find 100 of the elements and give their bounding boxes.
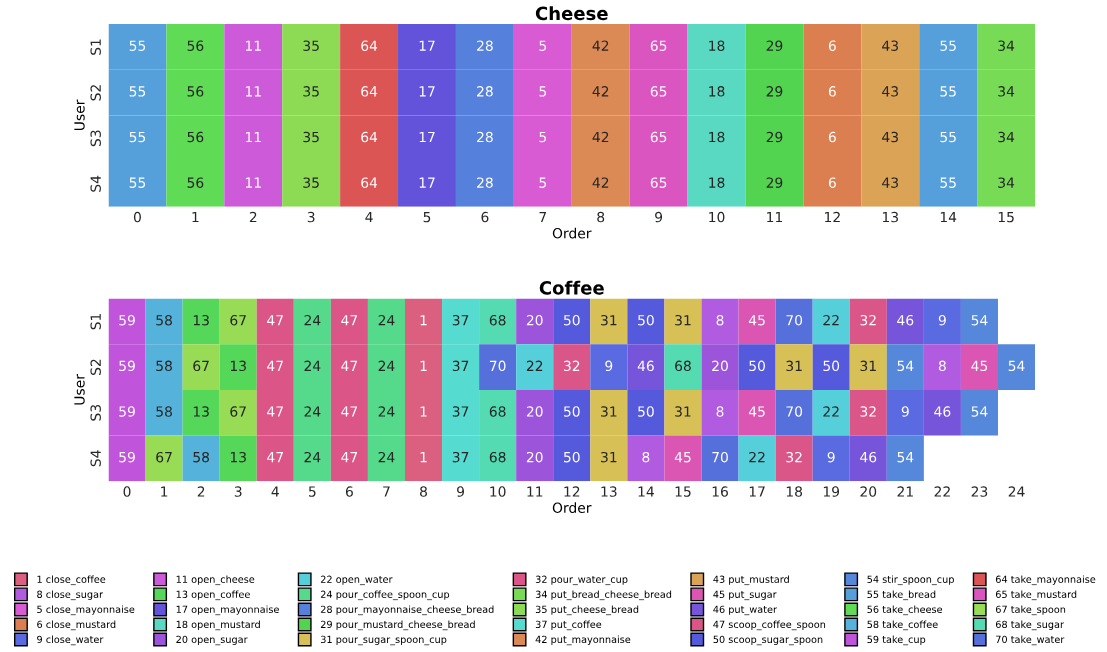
legend-label: 35 put_cheese_bread [535, 605, 639, 616]
data-label: 56 [187, 40, 204, 51]
x-tick-label: 23 [971, 486, 988, 497]
data-label: 34 [998, 86, 1015, 97]
data-label: 55 [940, 40, 956, 51]
data-label: 13 [230, 451, 246, 463]
data-label: 42 [592, 131, 609, 143]
data-label: 5 [539, 40, 547, 51]
data-label: 56 [187, 177, 204, 188]
data-label: 8 [642, 451, 650, 463]
chart-title: Cheese [535, 6, 608, 21]
data-label: 17 [419, 86, 435, 97]
x-tick-label: 15 [998, 211, 1014, 223]
data-label: 31 [601, 314, 617, 326]
data-label: 31 [860, 360, 876, 372]
data-label: 54 [897, 360, 914, 372]
data-label: 18 [709, 131, 725, 143]
data-label: 65 [650, 86, 667, 97]
data-label: 50 [638, 314, 654, 326]
data-label: 18 [709, 177, 725, 188]
x-tick-label: 20 [860, 486, 877, 497]
x-tick-label: 11 [767, 211, 782, 223]
data-label: 55 [129, 131, 146, 143]
data-label: 35 [303, 86, 319, 97]
x-tick-label: 2 [197, 486, 205, 497]
x-tick-label: 9 [457, 486, 465, 497]
data-label: 22 [749, 451, 765, 463]
y-tick-label: S1 [90, 313, 101, 330]
legend-label: 5 close_mayonnaise [37, 605, 135, 616]
data-label: 31 [675, 406, 691, 417]
data-label: 67 [156, 451, 172, 463]
data-label: 47 [267, 406, 283, 417]
x-tick-label: 0 [123, 486, 131, 497]
data-label: 59 [119, 406, 135, 417]
data-label: 8 [716, 314, 724, 326]
y-tick-label: S4 [90, 175, 101, 192]
x-tick-label: 12 [564, 486, 580, 497]
data-label: 54 [971, 315, 988, 326]
data-label: 50 [564, 314, 580, 326]
legend-label: 22 open_water [320, 575, 393, 586]
legend-label: 45 put_sugar [713, 590, 777, 601]
x-tick-label: 16 [712, 486, 728, 497]
x-tick-label: 9 [655, 211, 663, 223]
data-label: 24 [378, 406, 395, 417]
data-label: 55 [129, 40, 146, 51]
data-label: 56 [187, 86, 204, 97]
x-tick-label: 7 [383, 486, 390, 497]
data-label: 55 [940, 86, 956, 97]
data-label: 31 [601, 451, 617, 463]
data-label: 56 [187, 131, 204, 143]
data-label: 64 [361, 177, 378, 188]
data-label: 6 [828, 131, 836, 143]
data-label: 46 [897, 314, 914, 326]
data-label: 24 [378, 360, 395, 371]
data-label: 24 [304, 451, 321, 463]
x-tick-label: 8 [597, 211, 605, 223]
data-label: 43 [882, 177, 898, 188]
data-label: 55 [129, 177, 146, 188]
data-label: 65 [650, 131, 667, 143]
data-label: 35 [303, 131, 319, 143]
data-label: 55 [940, 177, 956, 188]
data-label: 64 [361, 131, 378, 143]
data-label: 65 [650, 177, 667, 188]
legend-label: 18 open_mustard [176, 620, 260, 631]
data-label: 6 [828, 40, 836, 51]
legend-label: 6 close_mustard [37, 620, 116, 631]
data-label: 54 [1008, 360, 1025, 372]
x-tick-label: 10 [490, 486, 506, 497]
data-label: 20 [526, 314, 543, 326]
legend-label: 59 take_cup [867, 635, 926, 646]
data-label: 20 [526, 451, 543, 463]
legend-label: 67 take_spoon [995, 605, 1066, 616]
legend-label: 54 stir_spoon_cup [867, 575, 954, 586]
data-label: 68 [489, 451, 506, 463]
x-axis-title: Order [552, 502, 592, 514]
x-tick-label: 22 [934, 486, 950, 497]
data-label: 55 [940, 131, 956, 143]
y-axis-title: User [74, 374, 85, 405]
data-label: 9 [605, 360, 613, 372]
data-label: 50 [823, 360, 840, 372]
legend-label: 42 put_mayonnaise [535, 635, 631, 646]
data-label: 70 [786, 314, 803, 326]
y-tick-label: S4 [90, 450, 101, 467]
data-label: 5 [539, 131, 547, 143]
x-tick-label: 6 [481, 211, 489, 223]
data-label: 46 [637, 360, 654, 372]
legend-label: 56 take_cheese [867, 605, 943, 616]
data-label: 1 [420, 360, 427, 371]
data-label: 24 [304, 360, 321, 371]
data-label: 42 [592, 86, 609, 97]
data-label: 31 [601, 406, 617, 417]
data-label: 47 [341, 360, 358, 371]
data-label: 50 [749, 360, 765, 372]
data-label: 43 [882, 86, 898, 97]
data-label: 64 [361, 40, 378, 51]
data-label: 5 [539, 177, 547, 188]
y-tick-label: S2 [90, 85, 101, 101]
data-label: 11 [245, 40, 261, 51]
data-label: 47 [341, 406, 358, 417]
x-tick-label: 13 [601, 486, 617, 497]
